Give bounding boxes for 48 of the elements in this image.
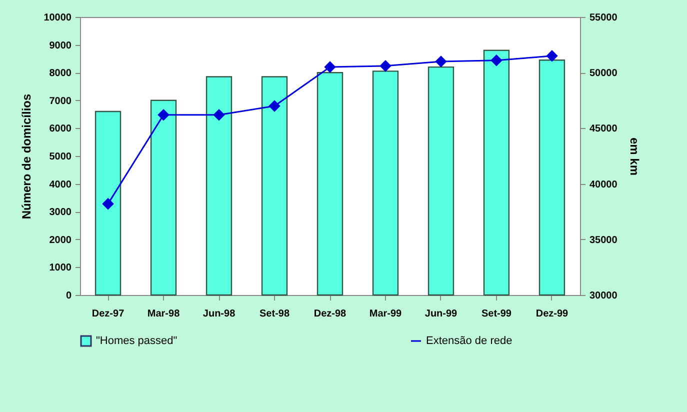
y-tick-label: 3000 (49, 207, 72, 218)
point (158, 109, 169, 120)
y2-tick-label: 45000 (590, 124, 618, 135)
point (491, 54, 502, 66)
x-tick-label: Jun-99 (424, 308, 458, 320)
point (324, 62, 336, 73)
x-tick-label: Set-99 (481, 308, 512, 320)
y-tick-label: 8000 (49, 68, 72, 80)
y-tick-label: 7000 (49, 96, 72, 107)
bar (261, 76, 288, 296)
y2-tick-label: 30000 (590, 290, 618, 302)
point (214, 109, 224, 120)
point (269, 100, 280, 112)
y-tick-label: 10000 (44, 12, 72, 24)
y-tick-label: 1000 (49, 262, 72, 274)
y-tick-label: 0 (66, 290, 72, 302)
legend-label: Extensão de rede (426, 335, 512, 347)
bar (316, 72, 344, 296)
point (436, 56, 446, 67)
bar (206, 76, 232, 296)
y-tick-label: 6000 (49, 124, 72, 135)
x-tick-label: Dez-97 (92, 308, 125, 320)
point (546, 50, 558, 62)
x-tick-label: Jun-98 (202, 308, 236, 320)
y2-tick-label: 50000 (590, 68, 618, 80)
x-tick-label: Set-98 (260, 308, 290, 320)
y-tick-label: 2000 (49, 234, 72, 246)
bar (150, 100, 177, 296)
bar (372, 70, 399, 296)
x-tick-label: Mar-99 (369, 308, 402, 320)
bar (538, 59, 566, 296)
x-tick-label: Dez-98 (314, 308, 347, 320)
y-tick-label: 9000 (49, 40, 72, 52)
legend-label: "Homes passed" (96, 335, 178, 347)
y-tick-label: 5000 (49, 152, 72, 162)
y2-tick-label: 40000 (590, 179, 618, 190)
x-tick-label: Dez-99 (536, 308, 569, 320)
y2-tick-label: 55000 (590, 12, 618, 24)
y2-axis-title: em km (627, 137, 642, 176)
point (380, 60, 391, 72)
bar (428, 66, 454, 296)
y-axis-title: Número de domicílios (20, 94, 34, 220)
bar (483, 50, 510, 296)
point (102, 198, 114, 210)
bar (94, 110, 122, 296)
y-tick-label: 4000 (49, 179, 72, 190)
y2-tick-label: 35000 (590, 234, 618, 246)
x-tick-label: Mar-98 (147, 308, 180, 320)
